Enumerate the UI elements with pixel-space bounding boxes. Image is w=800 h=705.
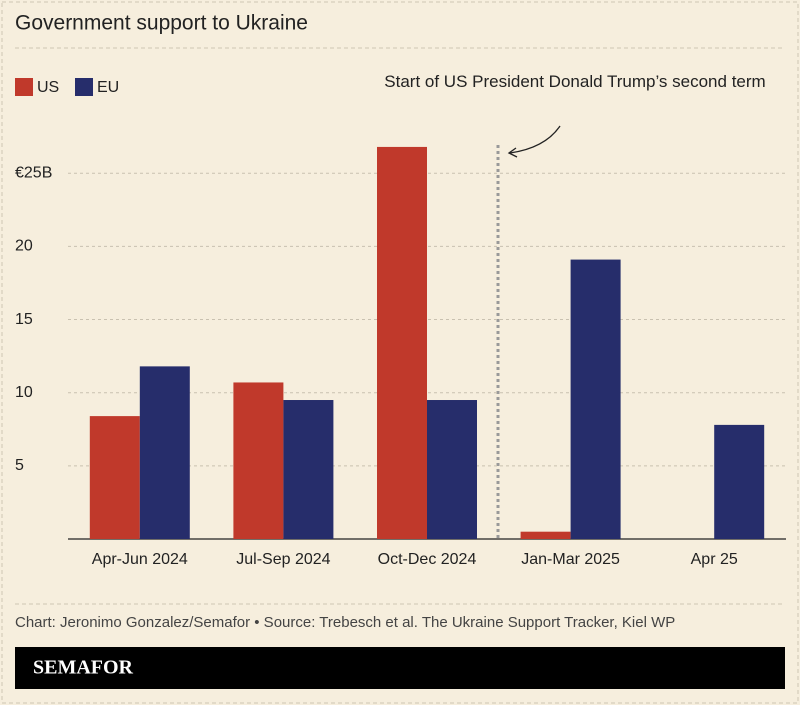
arrow: [509, 125, 561, 154]
bar: [377, 146, 427, 540]
source: Chart: Jeronimo Gonzalez/Semafor • Sourc…: [15, 614, 675, 631]
y-tick-label: 20: [15, 238, 33, 255]
y-tick-label: 5: [15, 457, 24, 474]
logo-bar: [15, 647, 785, 689]
x-tick-label: Jul-Sep 2024: [236, 551, 330, 568]
x-tick-label: Jan-Mar 2025: [521, 551, 620, 568]
bar: [283, 400, 334, 539]
y-tick-label: 15: [15, 311, 33, 328]
bar: [89, 416, 140, 539]
y-tick-label: €25B: [15, 164, 52, 181]
arrow-head: [507, 147, 518, 158]
legend-label: EU: [97, 79, 119, 96]
annotation: Start of US President Donald Trump’s sec…: [384, 72, 766, 91]
bar: [520, 531, 571, 539]
legend-swatch: [75, 78, 93, 96]
x-tick-label: Oct-Dec 2024: [378, 551, 477, 568]
bar: [714, 424, 765, 539]
legend-swatch: [15, 78, 33, 96]
bar: [233, 382, 284, 539]
legend-label: US: [37, 79, 59, 96]
logo: SEMAFOR: [33, 657, 134, 679]
x-tick-label: Apr 25: [691, 551, 738, 568]
bar: [139, 366, 190, 539]
y-tick-label: 10: [15, 384, 33, 401]
bar: [570, 259, 621, 539]
bar: [427, 400, 477, 539]
x-tick-label: Apr-Jun 2024: [92, 551, 188, 568]
chart-title: Government support to Ukraine: [15, 12, 308, 35]
